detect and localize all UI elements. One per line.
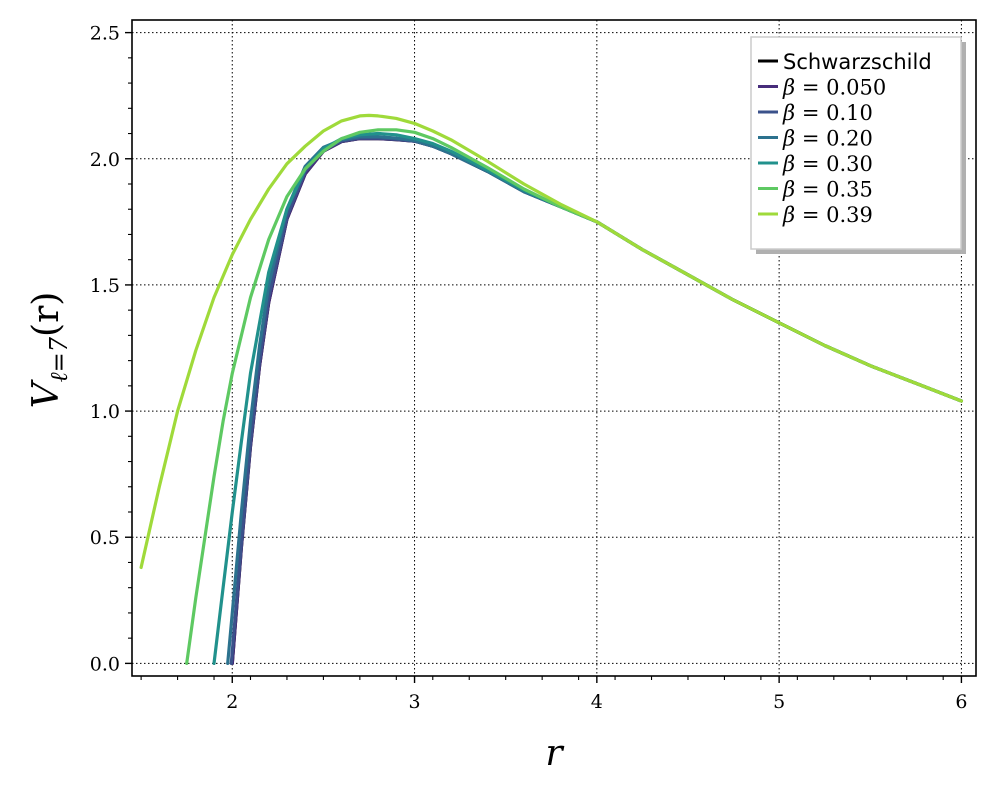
x-tick-label: 5 <box>773 691 785 713</box>
x-tick-label: 4 <box>591 691 603 713</box>
legend-label: β = 0.39 <box>782 203 873 227</box>
y-tick-label: 2.0 <box>90 149 120 171</box>
legend-box <box>750 36 962 250</box>
y-axis-label-suffix: (r) <box>26 292 67 337</box>
y-tick-label: 1.0 <box>90 401 120 423</box>
legend-label: Schwarzschild <box>783 50 932 74</box>
legend-label: β = 0.10 <box>782 101 873 125</box>
axis-ticks <box>125 31 963 683</box>
svg-text:Vℓ=7(r): Vℓ=7(r) <box>26 292 73 409</box>
y-tick-label: 2.5 <box>90 23 120 45</box>
legend-label: β = 0.050 <box>782 76 886 100</box>
legend-label: β = 0.35 <box>782 178 873 202</box>
x-axis-label: r <box>545 733 564 774</box>
y-axis-label: Vℓ=7(r) <box>26 292 73 409</box>
y-tick-label: 0.5 <box>90 527 120 549</box>
y-tick-label: 1.5 <box>90 275 120 297</box>
x-tick-label: 3 <box>409 691 421 713</box>
legend-label: β = 0.30 <box>782 152 873 176</box>
series-lines <box>139 113 964 666</box>
y-axis-label-main: V <box>26 378 67 408</box>
x-tick-label: 6 <box>955 691 967 713</box>
legend-label: β = 0.20 <box>782 127 873 151</box>
x-tick-label: 2 <box>226 691 238 713</box>
plot-frame <box>131 19 977 677</box>
y-axis-label-subscript: ℓ=7 <box>45 336 73 382</box>
y-tick-label: 0.0 <box>90 653 120 675</box>
series-line <box>139 113 964 570</box>
tick-labels: 2 3 4 5 6 0.0 0.5 1.0 1.5 2.0 2.5 <box>90 23 968 713</box>
